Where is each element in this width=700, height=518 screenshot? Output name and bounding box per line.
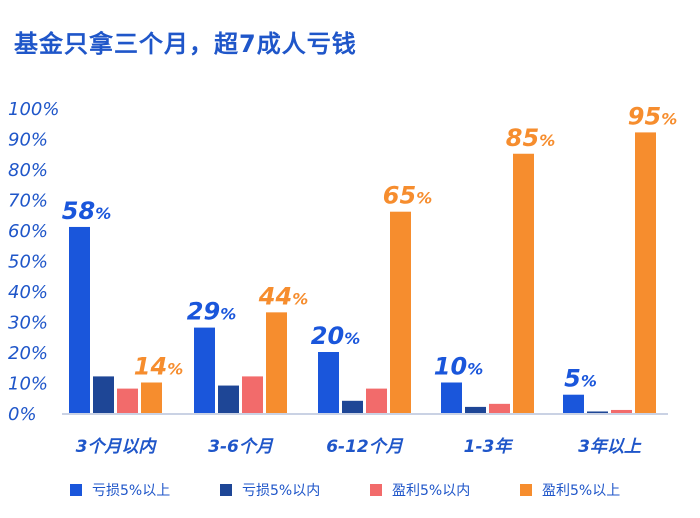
y-tick-label: 60% <box>8 221 48 242</box>
y-tick-label: 80% <box>8 160 48 181</box>
data-label: 58% <box>62 197 111 225</box>
chart-title: 基金只拿三个月，超7成人亏钱 <box>14 30 357 58</box>
bar <box>141 382 162 413</box>
legend-label: 亏损5%以内 <box>242 483 321 499</box>
bar-chart: 0% 10% 20% 30% 40% 50% 60% 70% 80% 90% 100% 3个月以内 3-… <box>8 99 677 457</box>
bar <box>390 211 411 413</box>
x-category-label: 6-12个月 <box>326 437 404 457</box>
legend-swatch <box>70 484 82 496</box>
data-label: 5% <box>564 365 597 393</box>
data-label: 65% <box>383 182 432 210</box>
y-tick-label: 10% <box>8 374 48 395</box>
bar <box>563 394 584 413</box>
legend-item: 盈利5%以内 <box>370 480 520 500</box>
bar <box>93 376 114 413</box>
bar <box>318 352 339 413</box>
bar <box>266 312 287 413</box>
data-label: 14% <box>134 353 183 381</box>
y-tick-label: 50% <box>8 252 48 273</box>
y-tick-label: 0% <box>8 404 37 425</box>
legend-label: 亏损5%以上 <box>92 483 171 499</box>
x-category-label: 1-3年 <box>464 437 514 457</box>
data-label: 10% <box>434 353 483 381</box>
legend-swatch <box>220 484 232 496</box>
bar <box>489 403 510 413</box>
y-tick-label: 30% <box>8 313 48 334</box>
y-tick-label: 20% <box>8 343 48 364</box>
bar <box>611 409 632 413</box>
data-label: 95% <box>628 102 677 130</box>
bar <box>513 153 534 413</box>
bar <box>242 376 263 413</box>
x-category-label: 3年以上 <box>578 437 642 457</box>
legend-item: 亏损5%以上 <box>70 480 220 500</box>
bar <box>342 400 363 413</box>
bar <box>635 132 656 413</box>
legend-item: 盈利5%以上 <box>520 480 670 500</box>
data-label: 44% <box>258 282 308 310</box>
data-label: 29% <box>187 298 236 326</box>
bar <box>587 411 608 413</box>
bar <box>441 382 462 413</box>
legend-swatch <box>370 484 382 496</box>
legend-label: 盈利5%以上 <box>542 483 621 499</box>
legend: 亏损5%以上 亏损5%以内 盈利5%以内 盈利5%以上 <box>70 480 670 500</box>
data-label: 85% <box>506 124 555 152</box>
y-tick-label: 70% <box>8 191 48 212</box>
x-category-label: 3个月以内 <box>76 437 158 457</box>
legend-label: 盈利5%以内 <box>392 483 471 499</box>
bar <box>194 327 215 413</box>
bar <box>117 388 138 413</box>
legend-item: 亏损5%以内 <box>220 480 370 500</box>
data-label: 20% <box>311 322 360 350</box>
legend-swatch <box>520 484 532 496</box>
bar <box>366 388 387 413</box>
bar <box>465 406 486 413</box>
x-category-label: 3-6个月 <box>208 437 274 457</box>
y-tick-label: 90% <box>8 130 48 151</box>
bar <box>69 226 90 413</box>
bar <box>218 385 239 413</box>
y-tick-label: 40% <box>8 282 48 303</box>
y-tick-label: 100% <box>8 99 59 120</box>
